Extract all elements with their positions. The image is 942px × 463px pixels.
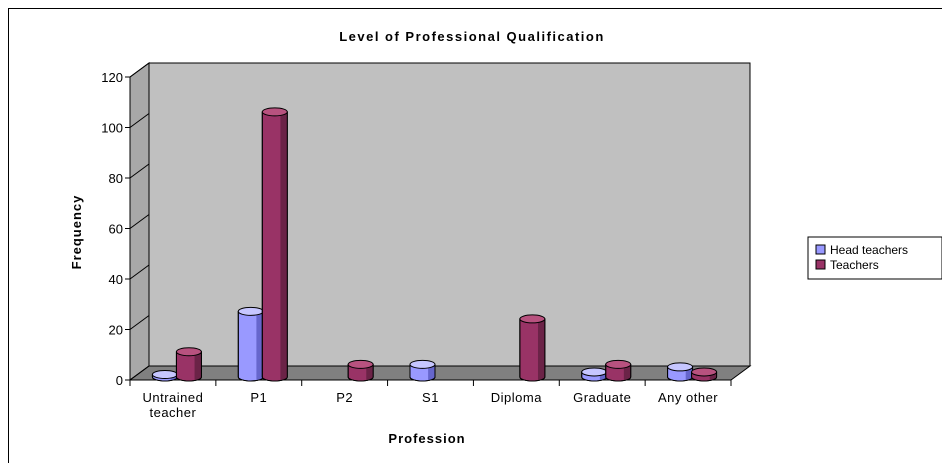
bar-outline xyxy=(261,111,288,382)
bar-outline xyxy=(519,318,546,382)
bar-outline xyxy=(605,364,632,382)
bar xyxy=(605,359,632,382)
y-tick-diagonal xyxy=(129,264,150,280)
x-tick-label: Any other xyxy=(658,390,718,405)
bar-outline xyxy=(409,364,436,382)
bar-shade xyxy=(623,364,631,381)
y-tick-label: 100 xyxy=(101,121,123,136)
plot-walls xyxy=(128,62,752,381)
y-tick-label: 80 xyxy=(109,171,123,186)
bar xyxy=(347,359,374,382)
y-tick-diagonal xyxy=(129,62,150,78)
legend-label: Teachers xyxy=(830,258,879,272)
x-tick-label-line: Untrained xyxy=(142,390,203,405)
bar xyxy=(409,359,436,382)
bar-top xyxy=(151,369,178,379)
x-axis-title: Profession xyxy=(388,431,465,446)
bar-shade xyxy=(366,364,374,381)
y-tick-diagonal xyxy=(129,365,150,381)
bar xyxy=(519,314,546,382)
legend-box xyxy=(807,236,942,280)
x-tick-label: P2 xyxy=(336,390,353,405)
y-tick-diagonal xyxy=(129,163,150,179)
bar-top xyxy=(605,359,632,369)
y-tick-label: 120 xyxy=(101,70,123,85)
bar xyxy=(667,362,694,382)
bar-outline xyxy=(347,364,374,382)
bar xyxy=(151,369,178,382)
y-tick-diagonal xyxy=(129,113,150,128)
bars xyxy=(151,107,718,382)
bar xyxy=(175,347,202,382)
y-tick-label: 60 xyxy=(109,222,123,237)
bar-shade xyxy=(280,111,288,381)
bar-top xyxy=(175,347,202,357)
x-tick-label-line: P2 xyxy=(336,390,353,405)
bar-shade xyxy=(194,351,202,381)
x-tick-label: Diploma xyxy=(491,390,542,405)
y-tick-label: 40 xyxy=(109,272,123,287)
bar xyxy=(691,367,718,382)
x-tick-label-line: Diploma xyxy=(491,390,542,405)
legend-swatch xyxy=(815,259,826,270)
bar-top xyxy=(261,107,288,117)
bar-top xyxy=(519,314,546,324)
bar xyxy=(261,107,288,382)
bar-shade xyxy=(537,318,545,381)
bar-shade xyxy=(428,364,436,381)
floor xyxy=(128,365,752,381)
bar xyxy=(237,306,264,382)
bar-top xyxy=(237,306,264,316)
x-axis: Untrained teacher P1 P2 S1 Diploma Graduate Any… xyxy=(129,379,732,420)
bar-outline xyxy=(691,371,718,382)
y-tick-diagonal xyxy=(129,214,150,229)
chart-title: Level of Professional Qualification xyxy=(339,29,605,44)
y-axis-title: Frequency xyxy=(69,195,84,270)
bar-top xyxy=(581,367,608,377)
bar-top xyxy=(347,359,374,369)
legend-label: Head teachers xyxy=(830,243,908,257)
x-tick-label: Untrained teacher xyxy=(142,390,203,420)
bar-top xyxy=(691,367,718,377)
x-tick-label: P1 xyxy=(250,390,267,405)
bar-outline xyxy=(175,351,202,382)
y-tick-diagonal xyxy=(129,315,150,330)
bar-top xyxy=(667,362,694,372)
x-tick-label-line: teacher xyxy=(149,405,196,420)
bar-shade xyxy=(256,311,264,381)
x-tick-label-line: S1 xyxy=(422,390,439,405)
bar-top xyxy=(409,359,436,369)
bar xyxy=(581,367,608,382)
y-tick-label: 20 xyxy=(109,323,123,338)
chart-frame xyxy=(8,8,942,463)
y-axis: 0 20 40 60 80 100 120 xyxy=(101,62,150,388)
x-tick-label-line: Any other xyxy=(658,390,718,405)
legend-swatch xyxy=(815,244,826,255)
x-tick-label-line: P1 xyxy=(250,390,267,405)
x-tick-label: S1 xyxy=(422,390,439,405)
y-tick-label: 0 xyxy=(116,373,123,388)
x-tick-label: Graduate xyxy=(573,390,631,405)
x-tick-label-line: Graduate xyxy=(573,390,631,405)
